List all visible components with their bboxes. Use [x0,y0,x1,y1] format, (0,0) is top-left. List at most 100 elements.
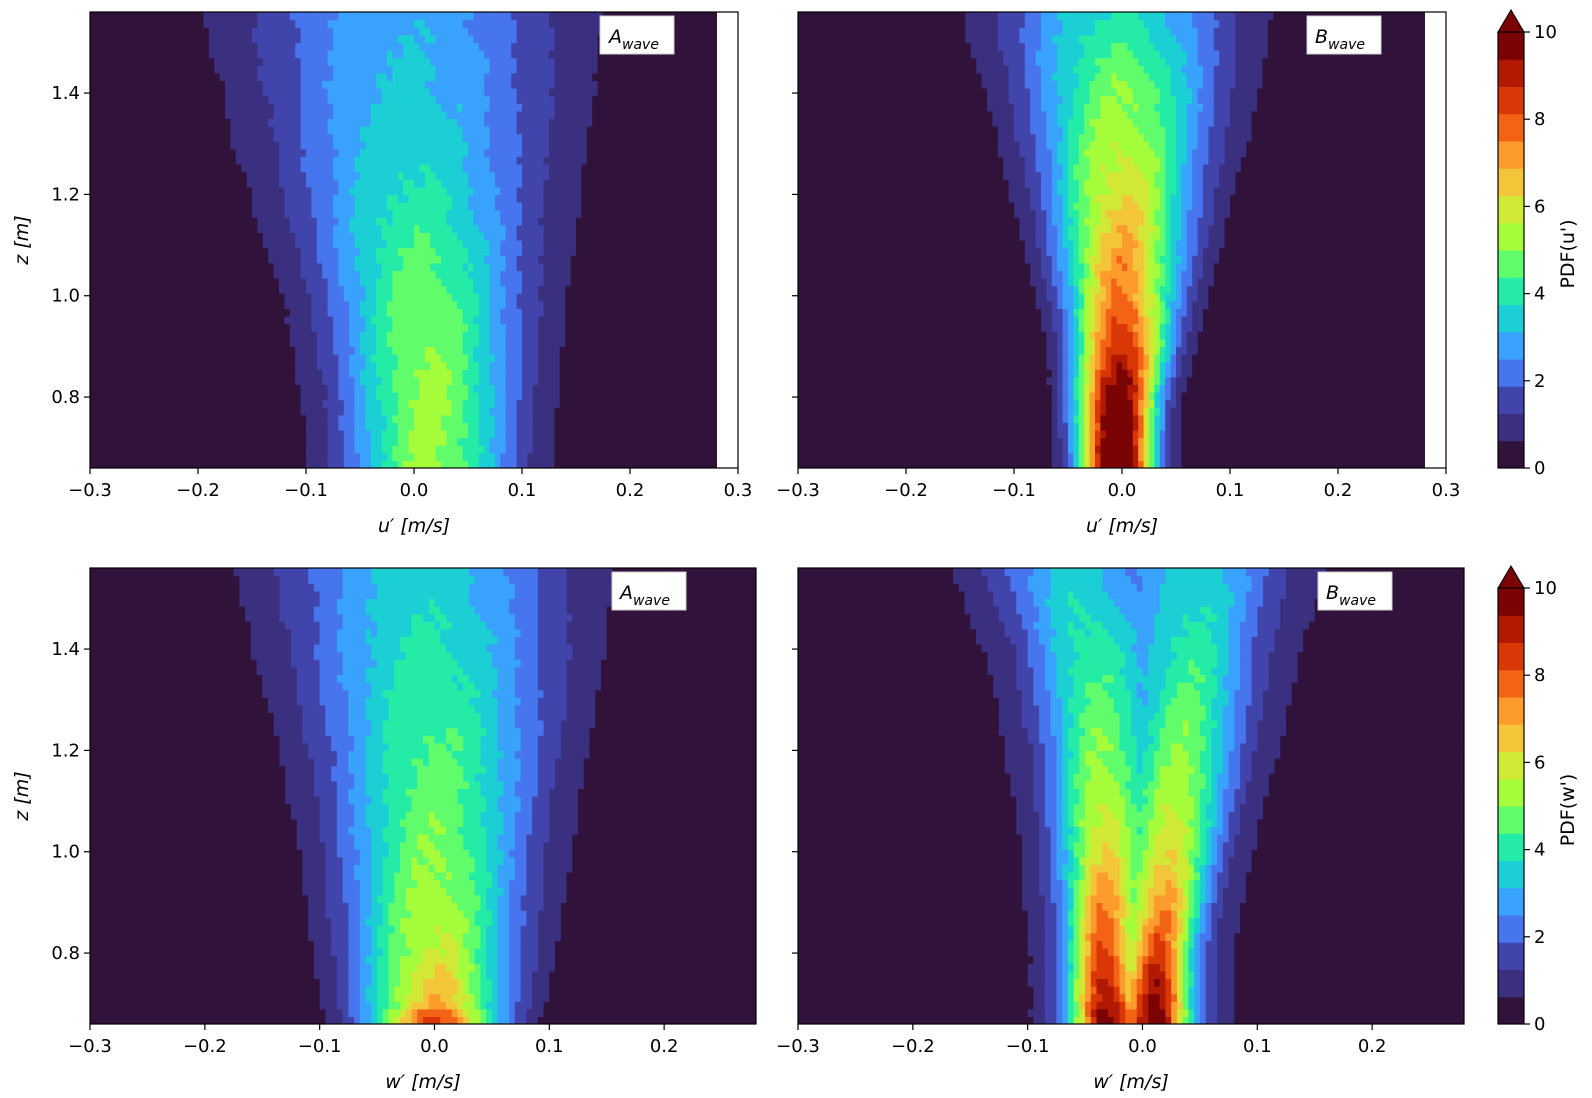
heatmap-cell [381,179,388,188]
heatmap-cell [90,293,96,302]
heatmap-cell [160,141,167,150]
heatmap-cell [333,186,339,195]
heatmap-cell [516,369,523,378]
heatmap-cell [500,316,507,325]
heatmap-cell [95,148,102,157]
heatmap-cell [165,437,172,446]
heatmap-cell [505,141,512,150]
heatmap-cell [435,202,442,211]
heatmap-cell [257,369,264,378]
heatmap-cell [327,300,334,309]
heatmap-cell [149,240,156,249]
heatmap-cell [414,392,420,401]
heatmap-cell [700,399,707,408]
heatmap-cell [549,354,555,363]
heatmap-cell [90,217,96,226]
heatmap-cell [311,209,318,218]
heatmap-cell [689,247,696,256]
heatmap-cell [349,224,356,233]
heatmap-cell [225,164,231,173]
heatmap-cell [149,430,156,439]
heatmap-cell [462,202,469,211]
heatmap-cell [700,338,707,347]
heatmap-cell [322,414,329,423]
heatmap-cell [554,399,561,408]
heatmap-cell [144,338,150,347]
heatmap-cell [246,308,253,317]
heatmap-cell [473,186,480,195]
heatmap-cell [219,392,226,401]
heatmap-cell [603,392,609,401]
heatmap-cell [608,407,615,416]
heatmap-cell [316,262,323,271]
heatmap-cell [343,316,350,325]
heatmap-cell [241,179,248,188]
heatmap-cell [122,186,129,195]
heatmap-cell [673,384,680,393]
heatmap-cell [149,361,156,370]
heatmap-cell [468,141,474,150]
heatmap-cell [694,164,701,173]
heatmap-cell [446,270,453,279]
heatmap-cell [100,445,107,454]
heatmap-cell [397,354,404,363]
heatmap-cell [613,209,620,218]
heatmap-cell [376,209,383,218]
heatmap-cell [365,202,372,211]
heatmap-cell [705,164,712,173]
heatmap-cell [165,445,172,454]
heatmap-cell [387,262,393,271]
heatmap-cell [613,369,620,378]
heatmap-cell [408,209,415,218]
heatmap-cell [208,369,215,378]
heatmap-cell [311,171,318,180]
heatmap-cell [360,361,366,370]
heatmap-cell [554,445,561,454]
heatmap-cell [160,247,167,256]
heatmap-cell [333,156,339,165]
heatmap-cell [613,247,620,256]
heatmap-cell [478,361,485,370]
heatmap-cell [198,224,204,233]
heatmap-cell [543,399,550,408]
heatmap-cell [527,437,534,446]
heatmap-cell [149,376,156,385]
heatmap-cell [273,148,280,157]
heatmap-cell [279,148,285,157]
heatmap-cell [333,331,339,340]
heatmap-cell [117,164,123,173]
heatmap-cell [300,376,307,385]
heatmap-cell [624,316,631,325]
heatmap-cell [538,422,545,431]
heatmap-cell [311,316,318,325]
heatmap-cell [435,422,442,431]
heatmap-cell [284,392,291,401]
heatmap-cell [435,361,442,370]
heatmap-cell [257,171,264,180]
heatmap-cell [95,452,102,461]
heatmap-cell [495,414,501,423]
heatmap-cell [160,194,167,203]
heatmap-cell [144,141,150,150]
heatmap-cell [235,232,242,241]
heatmap-cell [597,452,604,461]
heatmap-cell [327,179,334,188]
heatmap-cell [597,369,604,378]
heatmap-cell [403,399,410,408]
heatmap-cell [343,430,350,439]
heatmap-cell [187,278,194,287]
heatmap-cell [468,217,474,226]
heatmap-cell [392,285,399,294]
heatmap-cell [684,285,690,294]
heatmap-cell [273,232,280,241]
heatmap-cell [705,369,712,378]
heatmap-cell [430,209,437,218]
heatmap-cell [640,217,647,226]
heatmap-cell [295,186,302,195]
heatmap-cell [408,308,415,317]
heatmap-cell [333,300,339,309]
heatmap-cell [289,376,296,385]
heatmap-cell [214,278,221,287]
heatmap-cell [273,171,280,180]
heatmap-cell [354,293,361,302]
